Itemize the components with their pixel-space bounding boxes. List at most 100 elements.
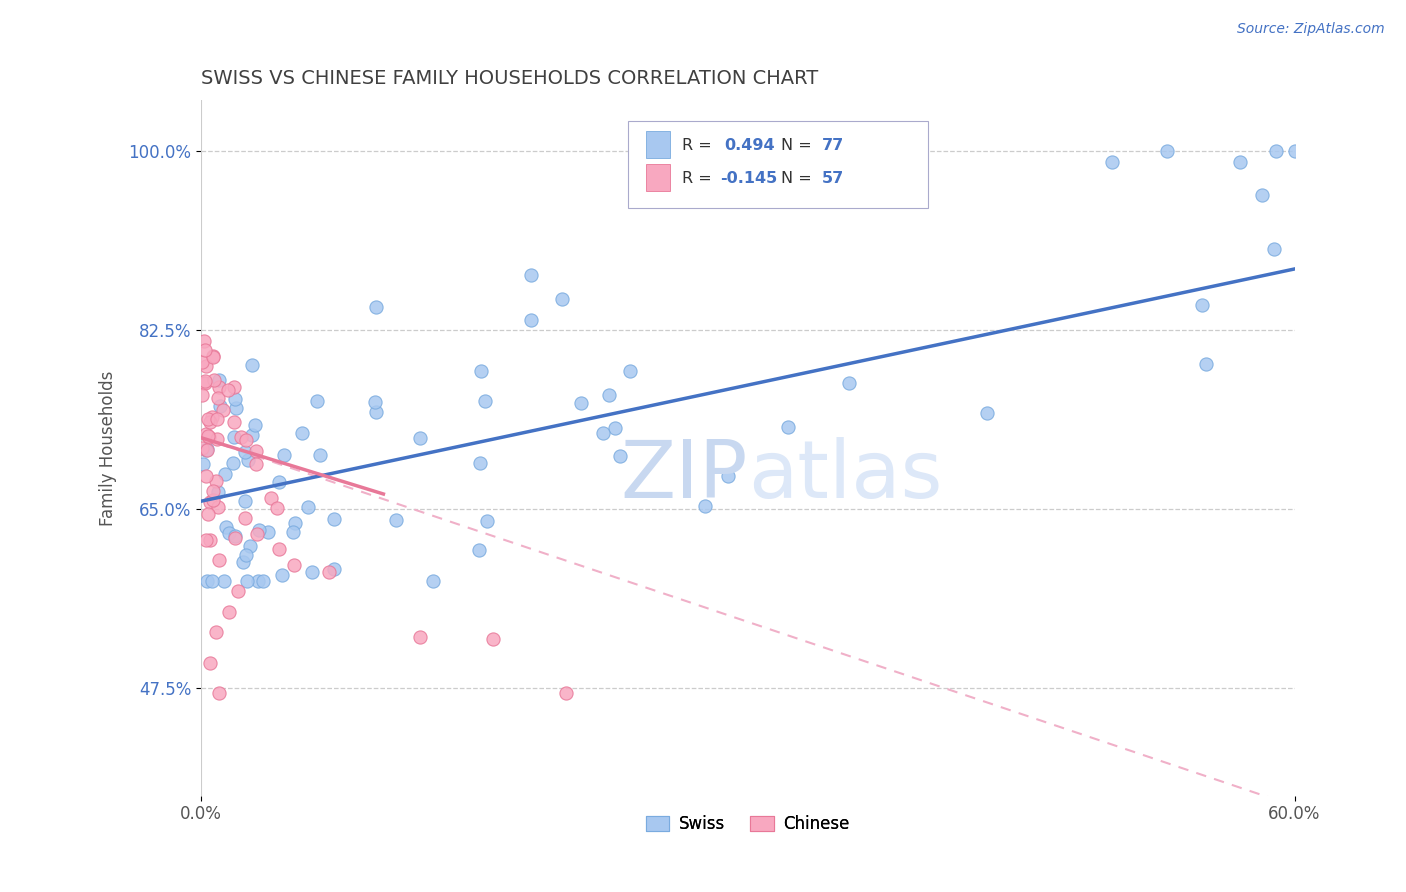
Point [198,416,221,430]
Point [195,443,218,458]
Point [260,491,283,505]
Point [191,457,214,471]
Point [976,406,998,420]
Point [225,401,247,416]
Point [520,268,543,282]
Point [201,574,224,588]
Point [207,432,229,446]
Point [235,549,257,563]
Point [385,513,408,527]
Point [201,349,224,363]
Point [198,429,221,443]
Point [309,448,332,462]
Point [190,388,212,402]
Point [207,500,229,514]
Point [269,475,291,489]
Point [409,630,432,644]
Point [481,632,503,646]
Point [246,527,269,541]
Point [195,443,218,458]
Point [217,383,239,397]
Text: R =: R = [682,171,717,186]
Point [239,539,262,553]
Point [201,410,224,425]
Point [323,512,346,526]
Point [195,442,218,456]
Point [246,574,269,588]
Point [291,426,314,441]
Point [226,584,249,599]
Point [1265,145,1288,159]
Point [212,403,235,417]
Point [204,625,226,640]
Point [231,430,253,444]
Point [474,394,496,409]
Point [233,494,256,508]
Point [1284,145,1306,159]
Point [194,376,217,391]
Point [193,334,215,348]
Point [235,434,257,448]
Point [238,453,260,467]
Point [236,574,259,588]
Point [218,526,240,541]
Point [224,415,246,429]
Point [605,421,627,435]
Point [716,469,738,483]
Point [301,566,323,580]
Point [197,507,219,521]
Point [245,457,267,471]
Text: 57: 57 [823,171,845,186]
Point [284,516,307,531]
Point [1101,154,1123,169]
Point [197,412,219,426]
Point [318,565,340,579]
Point [194,533,217,547]
Point [208,373,231,387]
Legend: Swiss, Chinese: Swiss, Chinese [640,808,856,839]
Point [197,429,219,443]
Point [245,443,267,458]
Point [195,427,218,442]
Point [224,430,246,444]
Point [554,686,576,700]
Text: N =: N = [780,171,817,186]
Point [470,457,492,471]
Point [409,431,432,445]
Point [195,574,218,588]
Point [190,441,212,455]
Point [695,499,717,513]
Point [202,374,225,388]
Point [281,524,304,539]
Text: 77: 77 [823,138,845,153]
Point [468,543,491,558]
Point [233,511,256,525]
Point [837,376,859,390]
Point [598,388,620,402]
Point [305,393,328,408]
Point [202,350,225,364]
Point [551,292,574,306]
Point [470,364,492,378]
Point [252,574,274,588]
Point [198,495,221,509]
Point [207,485,229,500]
Text: N =: N = [780,138,817,153]
Point [205,475,228,489]
Text: R =: R = [682,138,717,153]
Point [200,656,222,670]
Point [198,533,221,548]
Point [194,343,217,358]
Point [1191,298,1213,312]
Text: -0.145: -0.145 [720,171,778,186]
Point [1229,154,1251,169]
Point [222,379,245,393]
Point [1251,187,1274,202]
Point [247,524,270,538]
Point [363,395,385,409]
Point [205,412,228,426]
FancyBboxPatch shape [627,121,928,208]
Point [218,605,240,619]
Point [592,426,614,441]
Point [619,364,641,378]
